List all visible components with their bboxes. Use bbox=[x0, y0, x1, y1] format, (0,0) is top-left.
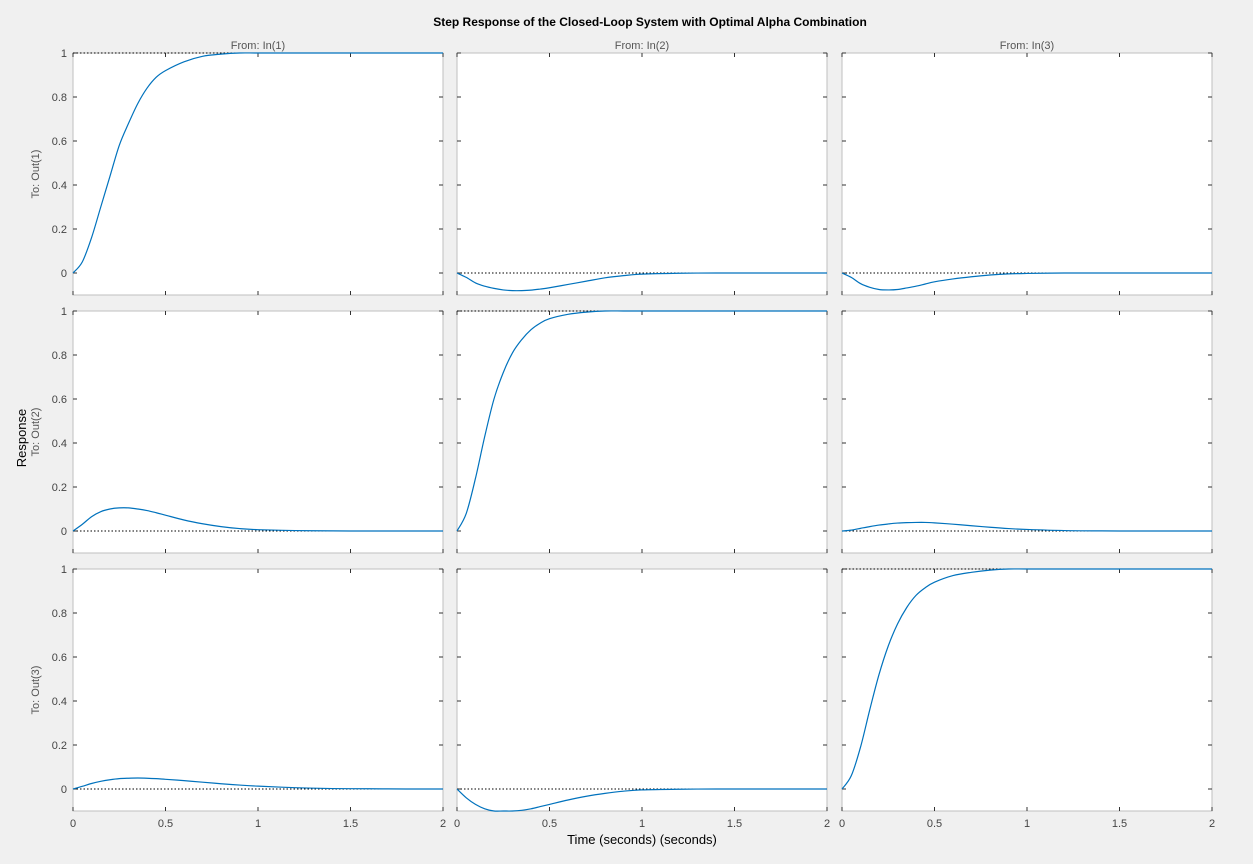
column-label: From: In(1) bbox=[231, 40, 285, 52]
column-label: From: In(3) bbox=[1000, 40, 1054, 52]
x-tick-label: 2 bbox=[824, 818, 830, 830]
row-label: To: Out(1) bbox=[30, 150, 42, 199]
figure-xlabel: Time (seconds) (seconds) bbox=[567, 832, 717, 847]
y-tick-label: 0.6 bbox=[52, 136, 67, 148]
axes-box bbox=[456, 310, 828, 554]
x-tick-label: 0.5 bbox=[158, 818, 173, 830]
x-tick-label: 0 bbox=[454, 818, 460, 830]
axes-box bbox=[72, 568, 444, 812]
y-tick-label: 0.4 bbox=[52, 438, 67, 450]
subplot-r2-c3 bbox=[841, 310, 1213, 554]
row-label: To: Out(3) bbox=[30, 666, 42, 715]
response-line bbox=[72, 777, 444, 790]
response-line bbox=[841, 272, 1212, 291]
response-line bbox=[72, 507, 443, 532]
subplot-r1-c2: From: In(2) bbox=[456, 40, 828, 296]
y-tick-label: 1 bbox=[61, 306, 67, 318]
x-tick-label: 1.5 bbox=[1112, 818, 1127, 830]
y-tick-label: 0.6 bbox=[52, 652, 67, 664]
x-tick-label: 1 bbox=[1024, 818, 1030, 830]
axes-box bbox=[841, 52, 1213, 296]
x-tick-label: 0 bbox=[70, 818, 76, 830]
response-line bbox=[456, 272, 827, 292]
y-tick-label: 0.2 bbox=[52, 482, 67, 494]
response-line bbox=[456, 788, 827, 812]
x-tick-label: 0 bbox=[839, 818, 845, 830]
response-line bbox=[841, 568, 1212, 790]
y-tick-label: 0 bbox=[61, 268, 67, 280]
x-tick-label: 2 bbox=[440, 818, 446, 830]
subplot-r3-c1: To: Out(3) 0 0.2 0.4 0.6 0.8 1 0 0.5 1 1.5 2 bbox=[30, 564, 446, 830]
response-line bbox=[841, 521, 1212, 532]
axes-box bbox=[841, 568, 1213, 812]
axes-box bbox=[841, 310, 1213, 554]
row-label: To: Out(2) bbox=[30, 408, 42, 457]
y-tick-label: 0 bbox=[61, 784, 67, 796]
x-tick-label: 1.5 bbox=[343, 818, 358, 830]
y-tick-label: 1 bbox=[61, 48, 67, 60]
column-label: From: In(2) bbox=[615, 40, 669, 52]
figure-ylabel: Response bbox=[14, 409, 29, 468]
subplot-grid: From: In(1)To: Out(1)00.20.40.60.81From:… bbox=[30, 40, 1215, 830]
axes-box bbox=[456, 568, 828, 812]
axes-box bbox=[72, 310, 444, 554]
y-tick-label: 0.4 bbox=[52, 696, 67, 708]
x-tick-label: 2 bbox=[1209, 818, 1215, 830]
x-tick-label: 1.5 bbox=[727, 818, 742, 830]
x-tick-label: 0.5 bbox=[927, 818, 942, 830]
subplot-r2-c1: To: Out(2) 0 0.2 0.4 0.6 0.8 1 bbox=[30, 306, 444, 554]
y-tick-label: 0.6 bbox=[52, 394, 67, 406]
y-tick-label: 0.8 bbox=[52, 92, 67, 104]
x-tick-label: 0.5 bbox=[542, 818, 557, 830]
x-tick-label: 1 bbox=[255, 818, 261, 830]
figure-title: Step Response of the Closed-Loop System … bbox=[433, 15, 867, 29]
y-tick-label: 0.8 bbox=[52, 608, 67, 620]
y-tick-label: 1 bbox=[61, 564, 67, 576]
subplot-r1-c3: From: In(3) bbox=[841, 40, 1213, 296]
response-line bbox=[456, 310, 827, 532]
subplot-r3-c3: 0 0.5 1 1.5 2 bbox=[839, 568, 1215, 830]
y-tick-label: 0 bbox=[61, 526, 67, 538]
subplot-r1-c1: From: In(1) To: Out(1) 0 0.2 0.4 0.6 0.8 1 bbox=[30, 40, 444, 296]
subplot-r2-c2 bbox=[456, 310, 828, 554]
x-tick-label: 1 bbox=[639, 818, 645, 830]
subplot-r3-c2: 0 0.5 1 1.5 2 bbox=[454, 568, 830, 830]
y-tick-label: 0.2 bbox=[52, 740, 67, 752]
axes-box bbox=[72, 52, 444, 296]
y-tick-label: 0.8 bbox=[52, 350, 67, 362]
response-line bbox=[72, 52, 443, 274]
y-tick-label: 0.2 bbox=[52, 224, 67, 236]
y-tick-label: 0.4 bbox=[52, 180, 67, 192]
axes-box bbox=[456, 52, 828, 296]
